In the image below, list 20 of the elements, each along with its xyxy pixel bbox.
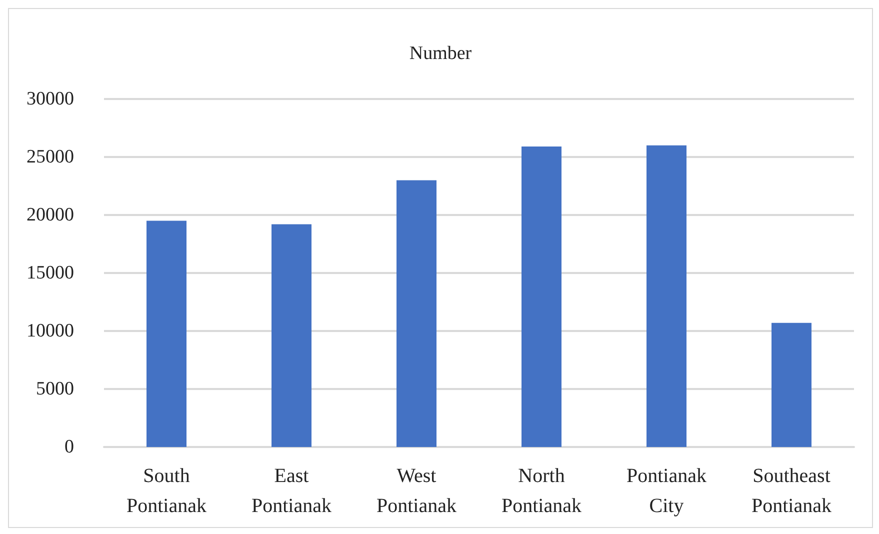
x-tick-label: Southeast Pontianak xyxy=(752,465,832,517)
y-tick-label: 0 xyxy=(64,436,74,458)
bar xyxy=(772,322,812,447)
y-tick-label: 20000 xyxy=(26,204,74,226)
bar xyxy=(646,145,686,447)
bar xyxy=(522,146,562,447)
y-tick-label: 10000 xyxy=(26,320,74,342)
x-tick-label: South Pontianak xyxy=(126,465,206,517)
bar xyxy=(272,224,312,447)
x-tick-label: West Pontianak xyxy=(376,465,456,517)
chart-title: Number xyxy=(409,43,472,64)
y-tick-label: 15000 xyxy=(26,262,74,284)
x-tick-label: East Pontianak xyxy=(252,465,332,517)
y-tick-label: 25000 xyxy=(26,146,74,168)
bar xyxy=(396,180,436,447)
x-tick-label: North Pontianak xyxy=(502,465,582,517)
y-tick-label: 5000 xyxy=(36,378,74,400)
x-tick-label: Pontianak City xyxy=(626,465,706,517)
bar xyxy=(146,220,186,447)
y-tick-label: 30000 xyxy=(26,88,74,110)
